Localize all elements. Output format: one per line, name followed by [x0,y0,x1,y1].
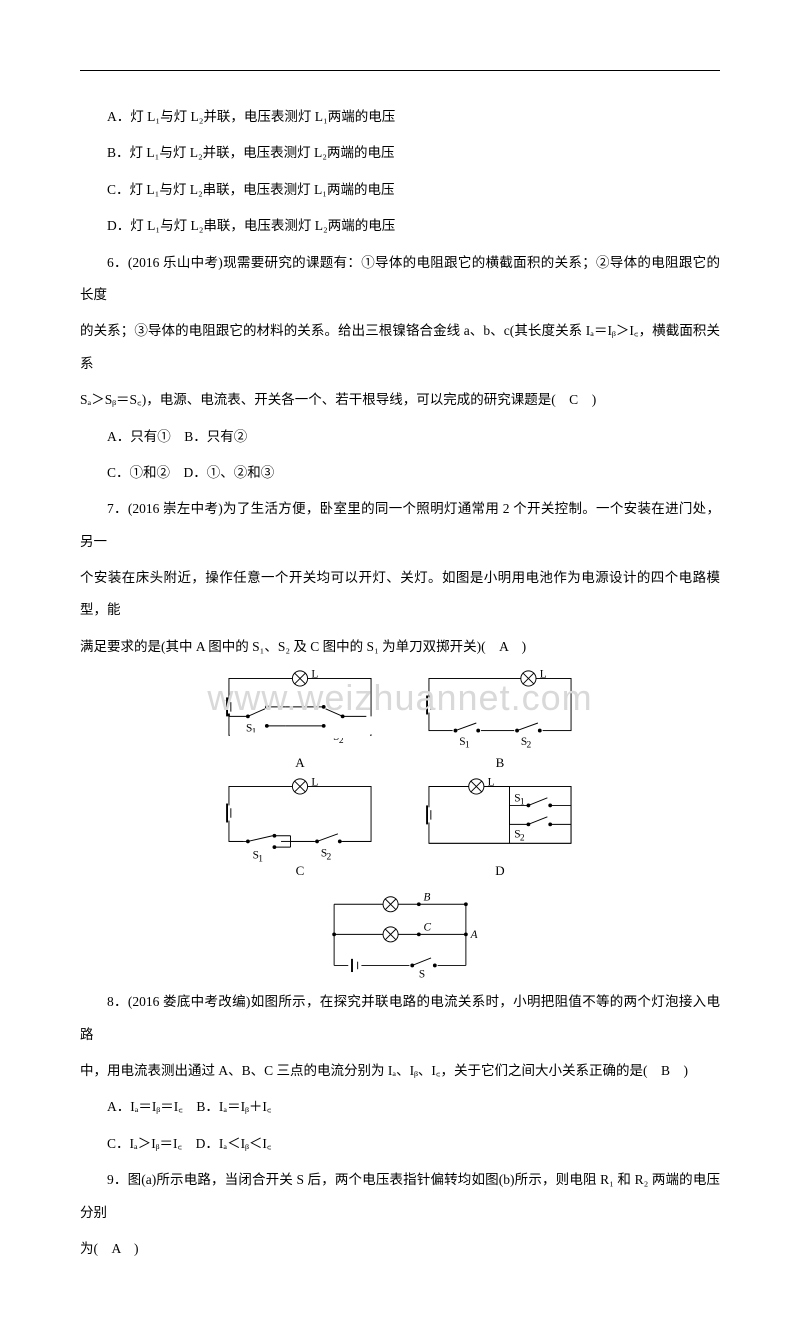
circuit-a: L S1 [215,669,385,771]
q7-stem-line1: 7．(2016 崇左中考)为了生活方便，卧室里的同一个照明灯通常用 2 个开关控… [80,493,720,558]
q8-opts-ab: A．Iₐ＝Iᵦ＝I꜀ B．Iₐ＝Iᵦ＋I꜀ [80,1091,720,1123]
q5-option-b: B．灯 L₁与灯 L₂并联，电压表测灯 L₂两端的电压 [80,137,720,169]
q6-opts-ab: A．只有① B．只有② [80,421,720,453]
svg-text:2: 2 [527,741,532,751]
circuit-b: L S1 S2 B [415,669,585,771]
q8-stem-line1: 8．(2016 娄底中考改编)如图所示，在探究并联电路的电流关系时，小明把阻值不… [80,986,720,1051]
svg-text:L: L [311,777,318,789]
svg-text:L: L [540,669,547,681]
q7-stem-line3: 满足要求的是(其中 A 图中的 S₁、S₂ 及 C 图中的 S₁ 为单刀双掷开关… [80,631,720,663]
circuit-q8: S B C A [320,885,480,980]
q6-stem-line1: 6．(2016 乐山中考)现需要研究的课题有：①导体的电阻跟它的横截面积的关系；… [80,247,720,312]
label-c: C [215,863,385,879]
q5-option-c: C．灯 L₁与灯 L₂串联，电压表测灯 L₁两端的电压 [80,174,720,206]
q5-option-d: D．灯 L₁与灯 L₂串联，电压表测灯 L₂两端的电压 [80,210,720,242]
q5-option-a: A．灯 L₁与灯 L₂并联，电压表测灯 L₁两端的电压 [80,101,720,133]
svg-text:1: 1 [465,741,470,751]
top-rule [80,70,720,71]
svg-text:A: A [470,929,478,941]
circuit-d: L S1 S2 [415,777,585,879]
q7-stem-line2: 个安装在床头附近，操作任意一个开关均可以开灯、关灯。如图是小明用电池作为电源设计… [80,562,720,627]
svg-text:C: C [424,922,432,934]
svg-text:1: 1 [520,798,525,808]
label-b: B [415,755,585,771]
svg-text:L: L [311,669,318,681]
label-a: A [215,755,385,771]
svg-text:1: 1 [258,855,263,865]
q6-opts-cd: C．①和② D．①、②和③ [80,457,720,489]
svg-text:S: S [419,969,425,980]
q6-stem-line3: Sₐ＞Sᵦ＝S꜀)，电源、电流表、开关各一个、若干根导线，可以完成的研究课题是(… [80,384,720,416]
q6-stem-line2: 的关系；③导体的电阻跟它的材料的关系。给出三根镍铬合金线 a、b、c(其长度关系… [80,315,720,380]
q9-stem-line2: 为( A ) [80,1233,720,1265]
q9-stem-line1: 9．图(a)所示电路，当闭合开关 S 后，两个电压表指针偏转均如图(b)所示，则… [80,1164,720,1229]
svg-text:2: 2 [327,853,332,863]
circuit-c: L S1 S2 C [215,777,385,879]
q8-stem-line2: 中，用电流表测出通过 A、B、C 三点的电流分别为 Iₐ、Iᵦ、I꜀，关于它们之… [80,1055,720,1087]
svg-text:B: B [424,892,431,904]
q7-diagrams: www.weizhuannet.com L [80,669,720,980]
svg-text:2: 2 [520,834,525,844]
label-d: D [415,863,585,879]
